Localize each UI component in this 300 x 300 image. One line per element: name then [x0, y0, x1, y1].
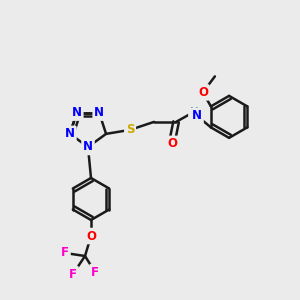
Text: O: O [86, 230, 96, 242]
Text: N: N [72, 106, 82, 119]
Text: O: O [167, 137, 177, 150]
Text: H: H [190, 107, 198, 117]
Text: N: N [65, 128, 75, 140]
Text: N: N [192, 110, 202, 122]
Text: F: F [91, 266, 99, 278]
Text: N: N [83, 140, 93, 154]
Text: F: F [69, 268, 77, 281]
Text: S: S [126, 123, 134, 136]
Text: N: N [94, 106, 104, 119]
Text: F: F [61, 247, 69, 260]
Text: O: O [198, 86, 208, 99]
